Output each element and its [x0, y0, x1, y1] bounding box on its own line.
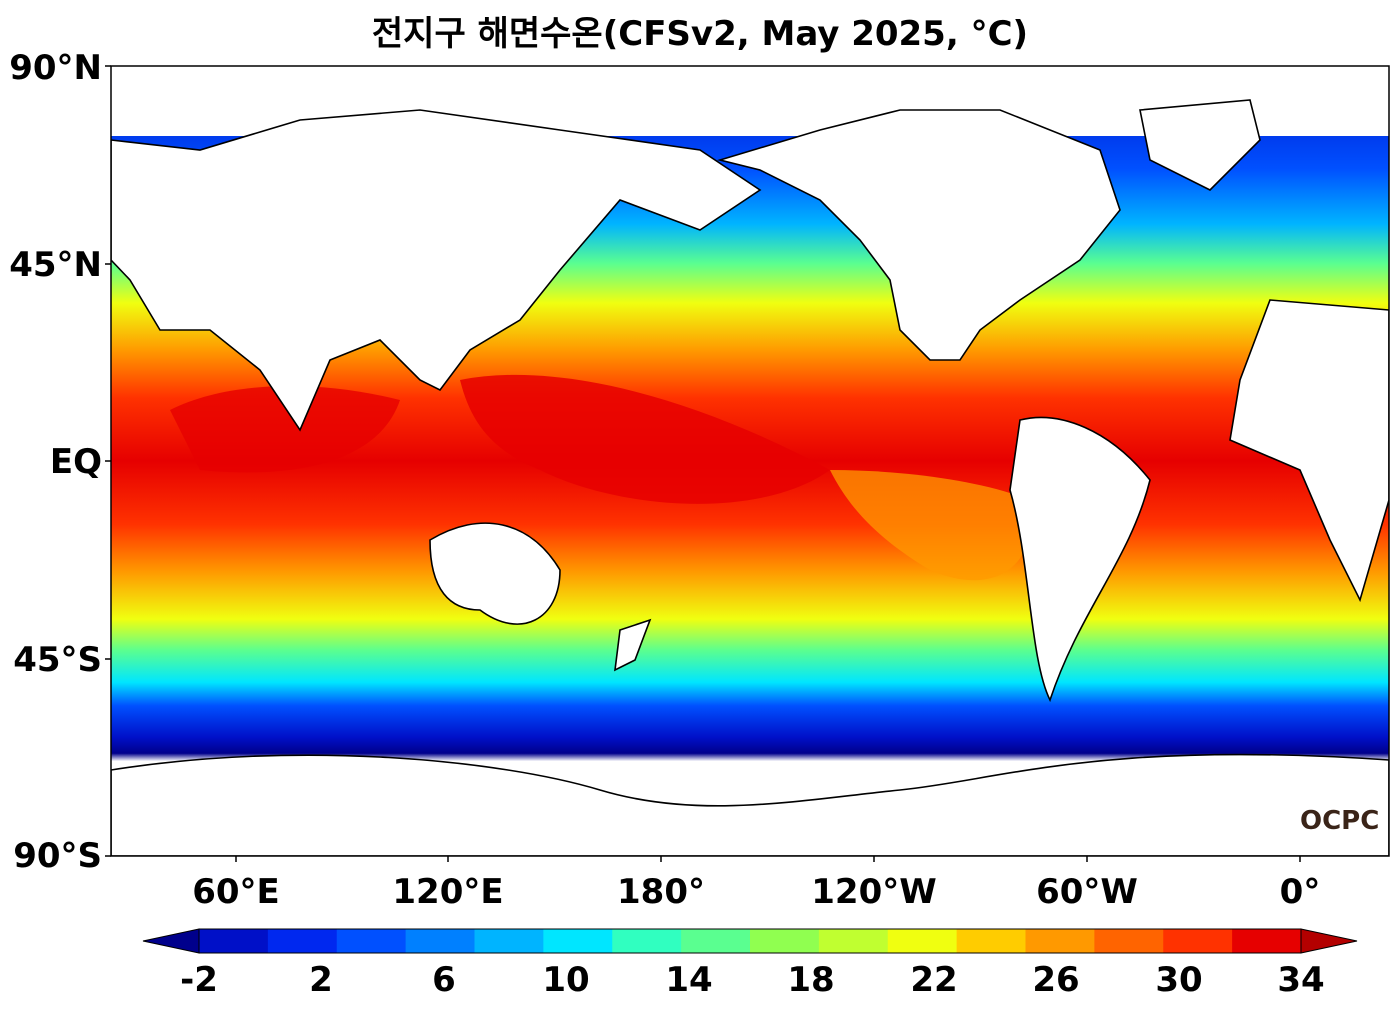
- colorbar-frame: [198, 928, 1302, 954]
- colorbar-bin: [612, 929, 682, 953]
- ocpc-logo: OCPC: [1300, 806, 1380, 836]
- colorbar-tick-label: 30: [1155, 960, 1203, 1000]
- map-title: 전지구 해면수온(CFSv2, May 2025, °C): [371, 14, 1029, 54]
- eurasia-land: [111, 109, 762, 432]
- colorbar-tick-label: 34: [1277, 960, 1325, 1000]
- lon-label-60w: 60°W: [1036, 872, 1138, 912]
- colorbar-bin: [681, 929, 751, 953]
- colorbar-tick-label: 22: [910, 960, 958, 1000]
- australia-land: [429, 522, 561, 625]
- colorbar-tick-label: 2: [309, 960, 333, 1000]
- colorbar: [142, 928, 1358, 954]
- colorbar-bin: [818, 929, 889, 953]
- eastern-pacific-cold-tongue: [830, 470, 1032, 581]
- colorbar-bin: [199, 929, 269, 953]
- axis-ticks: [105, 65, 1301, 862]
- colorbar-bin: [267, 929, 338, 953]
- colorbar-bin: [956, 929, 1026, 953]
- lon-label-180: 180°: [617, 872, 705, 912]
- lon-label-0: 0°: [1279, 872, 1321, 912]
- colorbar-extend-min: [142, 928, 200, 954]
- africa-land: [1229, 299, 1389, 603]
- colorbar-bin: [750, 929, 820, 953]
- colorbar-bin: [1025, 929, 1095, 953]
- colorbar-bin: [1094, 929, 1164, 953]
- lat-label-45n: 45°N: [9, 245, 102, 285]
- colorbar-tick-label: 14: [665, 960, 713, 1000]
- colorbar-bin: [543, 929, 613, 953]
- colorbar-bin: [887, 929, 958, 953]
- antarctica-land: [111, 753, 1389, 856]
- lat-label-90s: 90°S: [13, 836, 102, 876]
- colorbar-tick-label: 18: [787, 960, 835, 1000]
- colorbar-tick-label: 26: [1032, 960, 1080, 1000]
- lat-label-45s: 45°S: [13, 640, 102, 680]
- colorbar-bin: [1163, 929, 1233, 953]
- western-pacific-warm-pool: [460, 374, 830, 504]
- indian-ocean-warm-pool: [170, 386, 400, 473]
- north-america-land: [716, 109, 1121, 361]
- landmass-group: [111, 99, 1389, 856]
- colorbar-bin: [474, 929, 544, 953]
- new-zealand-land: [614, 618, 652, 672]
- colorbar-tick-label: 6: [432, 960, 456, 1000]
- colorbar-tick-label: -2: [180, 960, 218, 1000]
- greenland-land: [1139, 99, 1261, 191]
- lat-label-eq: EQ: [49, 442, 102, 482]
- colorbar-extend-max: [1300, 928, 1358, 954]
- lat-label-90n: 90°N: [9, 48, 102, 88]
- colorbar-bin: [1232, 929, 1302, 953]
- lon-label-120w: 120°W: [811, 872, 937, 912]
- lon-label-120e: 120°E: [392, 872, 504, 912]
- south-america-land: [1009, 416, 1151, 703]
- colorbar-bin: [405, 929, 475, 953]
- lon-label-60e: 60°E: [192, 872, 280, 912]
- colorbar-tick-label: 10: [542, 960, 590, 1000]
- colorbar-bin: [336, 929, 407, 953]
